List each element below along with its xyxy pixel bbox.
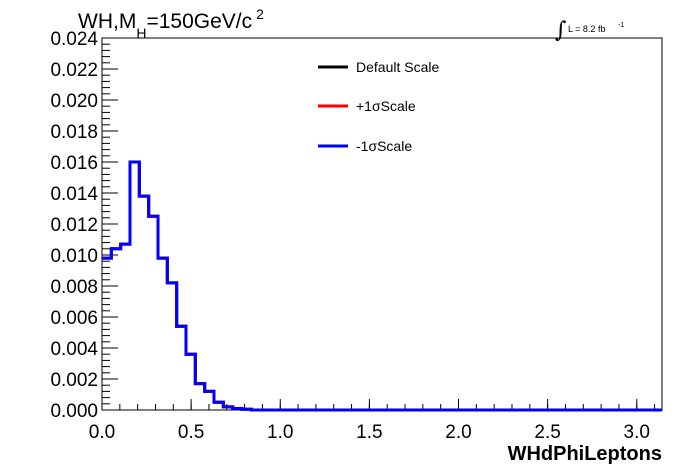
x-tick-label: 2.0 <box>445 422 471 443</box>
integral-icon: ∫ <box>555 18 567 43</box>
x-tick-label: 0.5 <box>178 422 204 443</box>
y-tick-label: 0.020 <box>50 91 98 112</box>
y-tick-label: 0.008 <box>50 277 98 298</box>
y-tick-label: 0.000 <box>50 401 98 422</box>
y-tick-label: 0.012 <box>50 215 98 236</box>
series-plus-1sigma-line <box>102 160 662 412</box>
x-tick-label: 0.0 <box>89 422 115 443</box>
luminosity-label: ∫ L = 8.2 fb -1 <box>555 18 624 43</box>
y-tick-label: 0.016 <box>50 153 98 174</box>
legend: Default Scale +1σScale -1σScale <box>318 59 439 154</box>
chart-title: WH,MH=150GeV/c 2 <box>78 6 264 41</box>
x-tick-label: 2.5 <box>534 422 560 443</box>
y-tick-label: 0.024 <box>50 29 98 50</box>
y-tick-label: 0.010 <box>50 246 98 267</box>
x-tick-label: 1.0 <box>267 422 293 443</box>
title-subscript: H <box>136 25 146 41</box>
series-default-line <box>102 160 662 412</box>
y-tick-label: 0.014 <box>50 184 98 205</box>
y-tick-label: 0.006 <box>50 308 98 329</box>
x-tick-label: 3.0 <box>624 422 650 443</box>
luminosity-text: L = 8.2 fb <box>568 24 605 34</box>
y-tick-label: 0.022 <box>50 60 98 81</box>
title-prefix: WH,M <box>78 10 136 33</box>
x-axis: 0.0 0.5 1.0 1.5 2.0 2.5 3.0 <box>89 399 656 443</box>
y-tick-label: 0.004 <box>50 339 98 360</box>
y-axis: 0.000 0.002 0.004 0.006 0.008 0.010 0.012 0.014… <box>50 29 118 422</box>
title-superscript: 2 <box>256 6 264 22</box>
series-minus-1sigma-line <box>102 160 662 412</box>
legend-label-default: Default Scale <box>356 59 439 75</box>
legend-label-plus: +1σScale <box>356 98 416 114</box>
luminosity-superscript: -1 <box>618 22 624 29</box>
x-axis-label: WHdPhiLeptons <box>508 443 662 465</box>
y-tick-label: 0.002 <box>50 370 98 391</box>
histogram-series <box>102 160 662 412</box>
x-tick-label: 1.5 <box>356 422 382 443</box>
title-main: =150GeV/c <box>146 10 252 33</box>
legend-label-minus: -1σScale <box>356 138 412 154</box>
y-tick-label: 0.018 <box>50 122 98 143</box>
